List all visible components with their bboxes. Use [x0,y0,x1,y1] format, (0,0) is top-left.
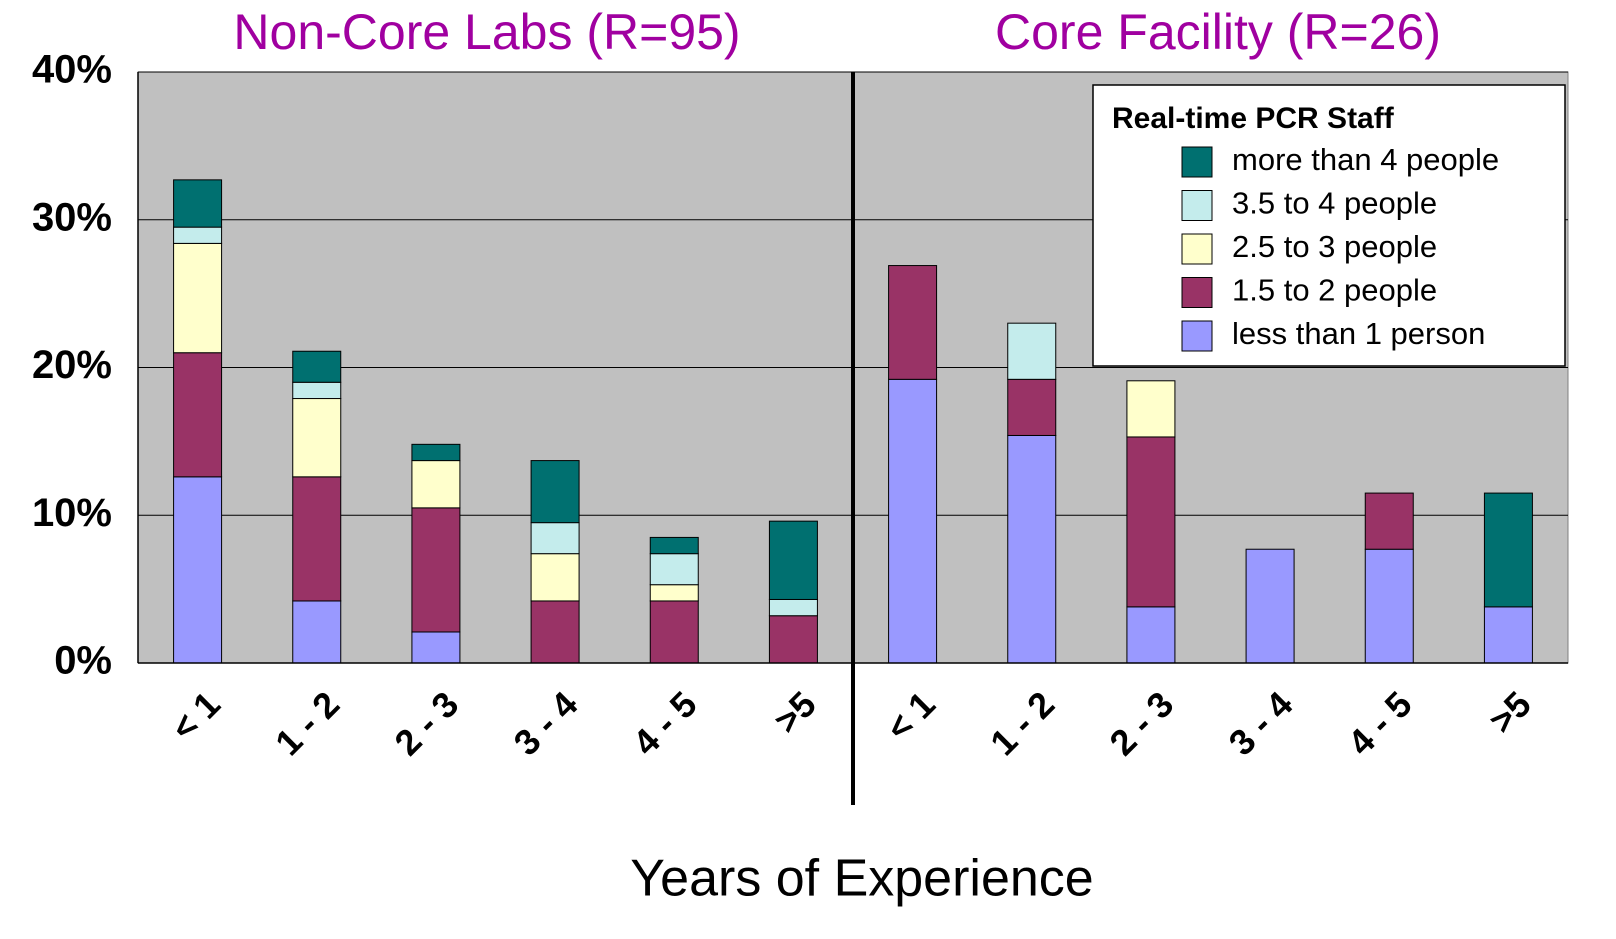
bar-segment [1126,380,1176,438]
legend-label: less than 1 person [1232,316,1485,351]
bar-segment [411,631,461,664]
y-tick-label: 30% [32,195,112,239]
bar-segment [888,265,938,380]
legend-swatch [1181,146,1213,178]
x-axis-label: Years of Experience [630,850,1093,908]
bar-segment [649,553,699,586]
legend-swatch [1181,233,1213,265]
group-title: Non-Core Labs (R=95) [233,4,740,60]
legend-title: Real-time PCR Staff [1112,102,1395,135]
x-tick-label: >5 [1481,683,1539,741]
bar-segment [1364,492,1414,550]
bar-segment [173,226,223,244]
bar-segment [1007,378,1057,436]
x-tick-label: 1 - 2 [267,683,347,763]
legend-swatch [1181,277,1213,308]
x-tick-label: < 1 [878,683,943,748]
x-tick-label: 3 - 4 [1221,683,1301,763]
bar-segment [173,476,223,664]
x-tick-label: 1 - 2 [982,683,1062,763]
bar-segment [649,536,699,555]
bar-segment [768,598,818,617]
bar-segment [888,378,938,664]
bar-segment [173,179,223,228]
y-tick-label: 10% [32,491,112,535]
bar-segment [649,584,699,602]
x-tick-label: >5 [766,683,824,741]
x-tick-label: 2 - 3 [386,683,466,763]
legend-label: more than 4 people [1232,142,1499,177]
legend-label: 1.5 to 2 people [1232,273,1437,308]
y-tick-label: 40% [32,48,112,92]
bar-segment [649,600,699,664]
y-tick-label: 20% [32,343,112,387]
x-tick-label: 2 - 3 [1101,683,1181,763]
legend-label: 3.5 to 4 people [1232,186,1437,221]
legend-label: 2.5 to 3 people [1232,229,1437,264]
bar-segment [173,242,223,354]
bar-segment [173,352,223,478]
bar-segment [1007,322,1057,380]
bar-segment [768,520,818,600]
bar-segment [292,600,342,664]
bar-segment [1245,548,1295,664]
bar-segment [411,507,461,633]
legend-swatch [1181,320,1213,352]
bar-segment [292,350,342,383]
x-tick-label: 3 - 4 [506,683,586,763]
bar-segment [530,522,580,555]
y-tick-label: 0% [54,639,112,683]
group-title: Core Facility (R=26) [995,4,1441,60]
bar-segment [411,443,461,462]
bar-segment [530,553,580,602]
x-tick-label: < 1 [163,683,228,748]
bar-segment [530,460,580,524]
bar-segment [768,615,818,664]
legend-swatch [1181,190,1213,221]
bar-segment [292,398,342,478]
legend-box [1092,84,1566,367]
bar-segment [1007,434,1057,664]
bar-segment [292,476,342,602]
x-tick-label: 4 - 5 [625,683,705,763]
bar-segment [1364,548,1414,664]
bar-segment [530,600,580,664]
x-tick-label: 4 - 5 [1340,683,1420,763]
bar-segment [1126,436,1176,608]
bar-segment [1126,606,1176,664]
bar-segment [1483,492,1533,608]
bar-segment [1483,606,1533,664]
bar-segment [411,460,461,509]
bar-segment [292,381,342,400]
